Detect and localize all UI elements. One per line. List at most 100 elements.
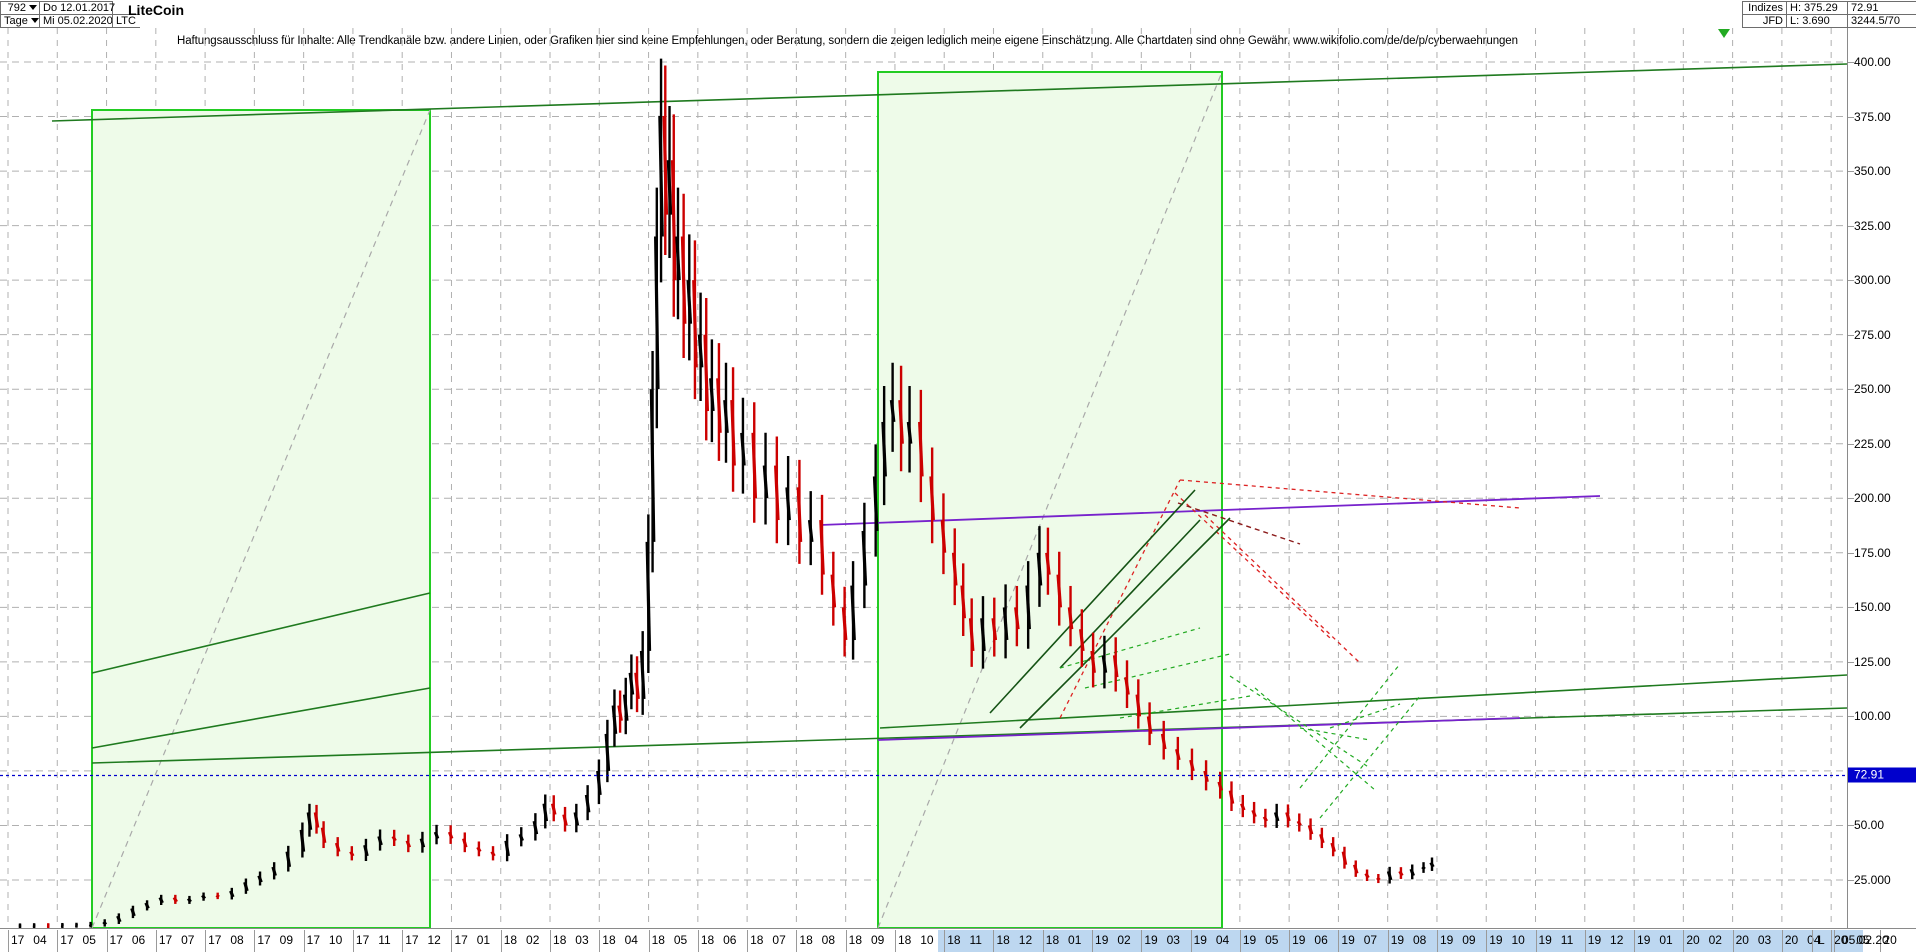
price-tick-50-00: 50.00 bbox=[1854, 818, 1885, 833]
price-tick-225-00: 225.00 bbox=[1854, 436, 1891, 451]
date-axis-separator bbox=[894, 930, 896, 952]
date-tick-year: 19 bbox=[1439, 933, 1454, 947]
date-axis-separator bbox=[747, 930, 749, 952]
page-title: LiteCoin bbox=[128, 2, 184, 18]
dark-red-trendlines bbox=[1177, 502, 1301, 545]
date-axis-separator bbox=[1584, 930, 1586, 952]
price-tick-325-00: 325.00 bbox=[1854, 218, 1891, 233]
date-tick-year: 17 bbox=[405, 933, 419, 947]
purple-trend-channel bbox=[819, 495, 1601, 741]
date-axis-separator bbox=[1831, 930, 1833, 952]
date-tick-year: 18 bbox=[553, 933, 567, 947]
date-axis-separator bbox=[8, 930, 9, 952]
date-axis-separator bbox=[1880, 930, 1882, 952]
price-tick-mark bbox=[1848, 334, 1854, 336]
micro-channel-dashed bbox=[1059, 627, 1421, 819]
descending-green-guides bbox=[1229, 675, 1376, 791]
date-axis-separator bbox=[944, 930, 946, 952]
price-axis[interactable]: 400.00 375.00 350.00 325.00 300.00 275.00 250.… bbox=[1847, 28, 1916, 928]
date-tick-month: 08 bbox=[821, 933, 836, 947]
price-tick-mark bbox=[1848, 443, 1854, 445]
disclaimer-text: Haftungsausschluss für Inhalte: Alle Tre… bbox=[177, 35, 1518, 47]
date-tick-month: 10 bbox=[920, 933, 934, 947]
date-tick-month: 10 bbox=[328, 933, 343, 947]
date-tick-year: 18 bbox=[700, 933, 715, 947]
symbol-field[interactable]: LTC bbox=[112, 14, 140, 28]
date-axis-separator bbox=[1781, 930, 1783, 952]
date-tick-month: 07 bbox=[181, 933, 195, 947]
date-tick-month: 09 bbox=[1462, 933, 1476, 947]
price-tick-mark bbox=[1848, 171, 1854, 173]
date-axis-separator bbox=[155, 930, 157, 952]
date-tick-year: 20 bbox=[1883, 933, 1897, 947]
date-axis-separator bbox=[1535, 930, 1537, 952]
date-axis-separator bbox=[1338, 930, 1340, 952]
date-tick-month: 04 bbox=[33, 933, 47, 947]
date-tick-year: 18 bbox=[1045, 933, 1060, 947]
date-tick-year: 19 bbox=[1242, 933, 1257, 947]
date-tick-year: 17 bbox=[454, 933, 468, 947]
date-tick-month: 05 bbox=[82, 933, 96, 947]
date-tick-month: 09 bbox=[870, 933, 885, 947]
price-tick-200-00: 200.00 bbox=[1854, 491, 1891, 506]
date-tick-month: 11 bbox=[1560, 933, 1574, 947]
date-to-field[interactable]: Mi 05.02.2020 bbox=[39, 14, 113, 28]
interval-dropdown[interactable]: Tage bbox=[0, 14, 40, 28]
chart-plot-area[interactable] bbox=[0, 28, 1847, 928]
date-axis-separator bbox=[106, 930, 108, 952]
date-tick-month: 03 bbox=[575, 933, 589, 947]
date-tick-year: 18 bbox=[799, 933, 813, 947]
interval-value: Tage bbox=[4, 15, 28, 27]
date-tick-year: 17 bbox=[306, 933, 320, 947]
date-tick-year: 17 bbox=[11, 933, 25, 947]
date-tick-month: 10 bbox=[1511, 933, 1525, 947]
date-tick-year: 20 bbox=[1686, 933, 1700, 947]
date-tick-month: 07 bbox=[1363, 933, 1378, 947]
date-tick-year: 20 bbox=[1735, 933, 1749, 947]
date-tick-year: 18 bbox=[651, 933, 665, 947]
date-tick-month: 01 bbox=[476, 933, 491, 947]
data-source-line1: Indizes bbox=[1742, 1, 1787, 15]
date-axis-separator bbox=[1092, 930, 1094, 952]
date-axis-separator bbox=[254, 930, 256, 952]
date-tick-year: 19 bbox=[1144, 933, 1158, 947]
price-tick-mark bbox=[1848, 116, 1854, 118]
date-tick-month: 01 bbox=[1659, 933, 1673, 947]
date-axis-separator bbox=[1436, 930, 1438, 952]
date-axis-separator bbox=[599, 930, 601, 952]
price-chart-svg bbox=[0, 28, 1847, 928]
date-tick-year: 17 bbox=[109, 933, 123, 947]
date-axis-separator bbox=[1387, 930, 1389, 952]
date-tick-month: 08 bbox=[230, 933, 244, 947]
date-axis-separator bbox=[1634, 930, 1636, 952]
date-tick-year: 19 bbox=[1095, 933, 1109, 947]
price-tick-mark bbox=[1848, 225, 1854, 227]
price-tick-275-00: 275.00 bbox=[1854, 327, 1891, 342]
date-axis-separator bbox=[845, 930, 847, 952]
date-tick-year: 17 bbox=[355, 933, 370, 947]
price-tick-350-00: 350.00 bbox=[1854, 164, 1891, 179]
date-axis-separator bbox=[1834, 930, 1835, 952]
bars-count-dropdown[interactable]: 792 bbox=[0, 1, 40, 15]
date-tick-year: 19 bbox=[1193, 933, 1207, 947]
date-tick-year: 18 bbox=[996, 933, 1010, 947]
date-axis-separator bbox=[1289, 930, 1291, 952]
date-tick-year: 20 bbox=[1834, 933, 1848, 947]
date-tick-month: 03 bbox=[1757, 933, 1772, 947]
bars-count-value: 792 bbox=[7, 2, 26, 14]
date-tick-year: 19 bbox=[1538, 933, 1552, 947]
date-from-field[interactable]: Do 12.01.2017 bbox=[39, 1, 115, 15]
date-axis[interactable]: 03 17 04 17 05 17 06 17 07 17 08 17 09 17 10 17 11 17 12 17… bbox=[0, 928, 1916, 952]
date-tick-month: 09 bbox=[279, 933, 293, 947]
price-tick-300-00: 300.00 bbox=[1854, 273, 1891, 288]
top-toolbar: 792 Tage Do 12.01.2017 Mi 05.02.2020 LTC… bbox=[0, 0, 1916, 42]
price-tick-mark bbox=[1848, 607, 1854, 609]
date-tick-year: 18 bbox=[848, 933, 863, 947]
last-price-tag: 72.91 bbox=[1848, 767, 1916, 783]
long-term-trendlines bbox=[51, 63, 1847, 764]
volume-readout: 3244.5/70 bbox=[1847, 14, 1916, 28]
date-axis-selection-band[interactable] bbox=[938, 930, 1864, 952]
price-tick-mark bbox=[1848, 661, 1854, 663]
date-axis-separator bbox=[1190, 930, 1192, 952]
